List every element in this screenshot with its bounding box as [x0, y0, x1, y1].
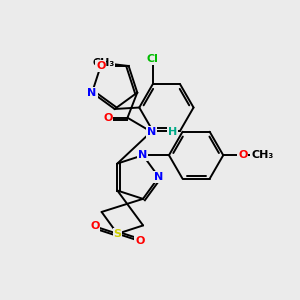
Text: O: O	[238, 150, 248, 160]
Text: H: H	[168, 127, 177, 137]
Text: Cl: Cl	[147, 54, 159, 64]
Text: O: O	[135, 236, 145, 246]
Text: N: N	[87, 88, 97, 98]
Text: N: N	[154, 172, 164, 182]
Text: CH₃: CH₃	[92, 58, 115, 68]
Text: S: S	[113, 229, 122, 239]
Text: CH₃: CH₃	[251, 150, 274, 160]
Text: O: O	[96, 61, 105, 71]
Text: O: O	[90, 221, 100, 231]
Text: N: N	[138, 150, 148, 160]
Text: O: O	[103, 113, 112, 123]
Text: N: N	[147, 127, 156, 137]
